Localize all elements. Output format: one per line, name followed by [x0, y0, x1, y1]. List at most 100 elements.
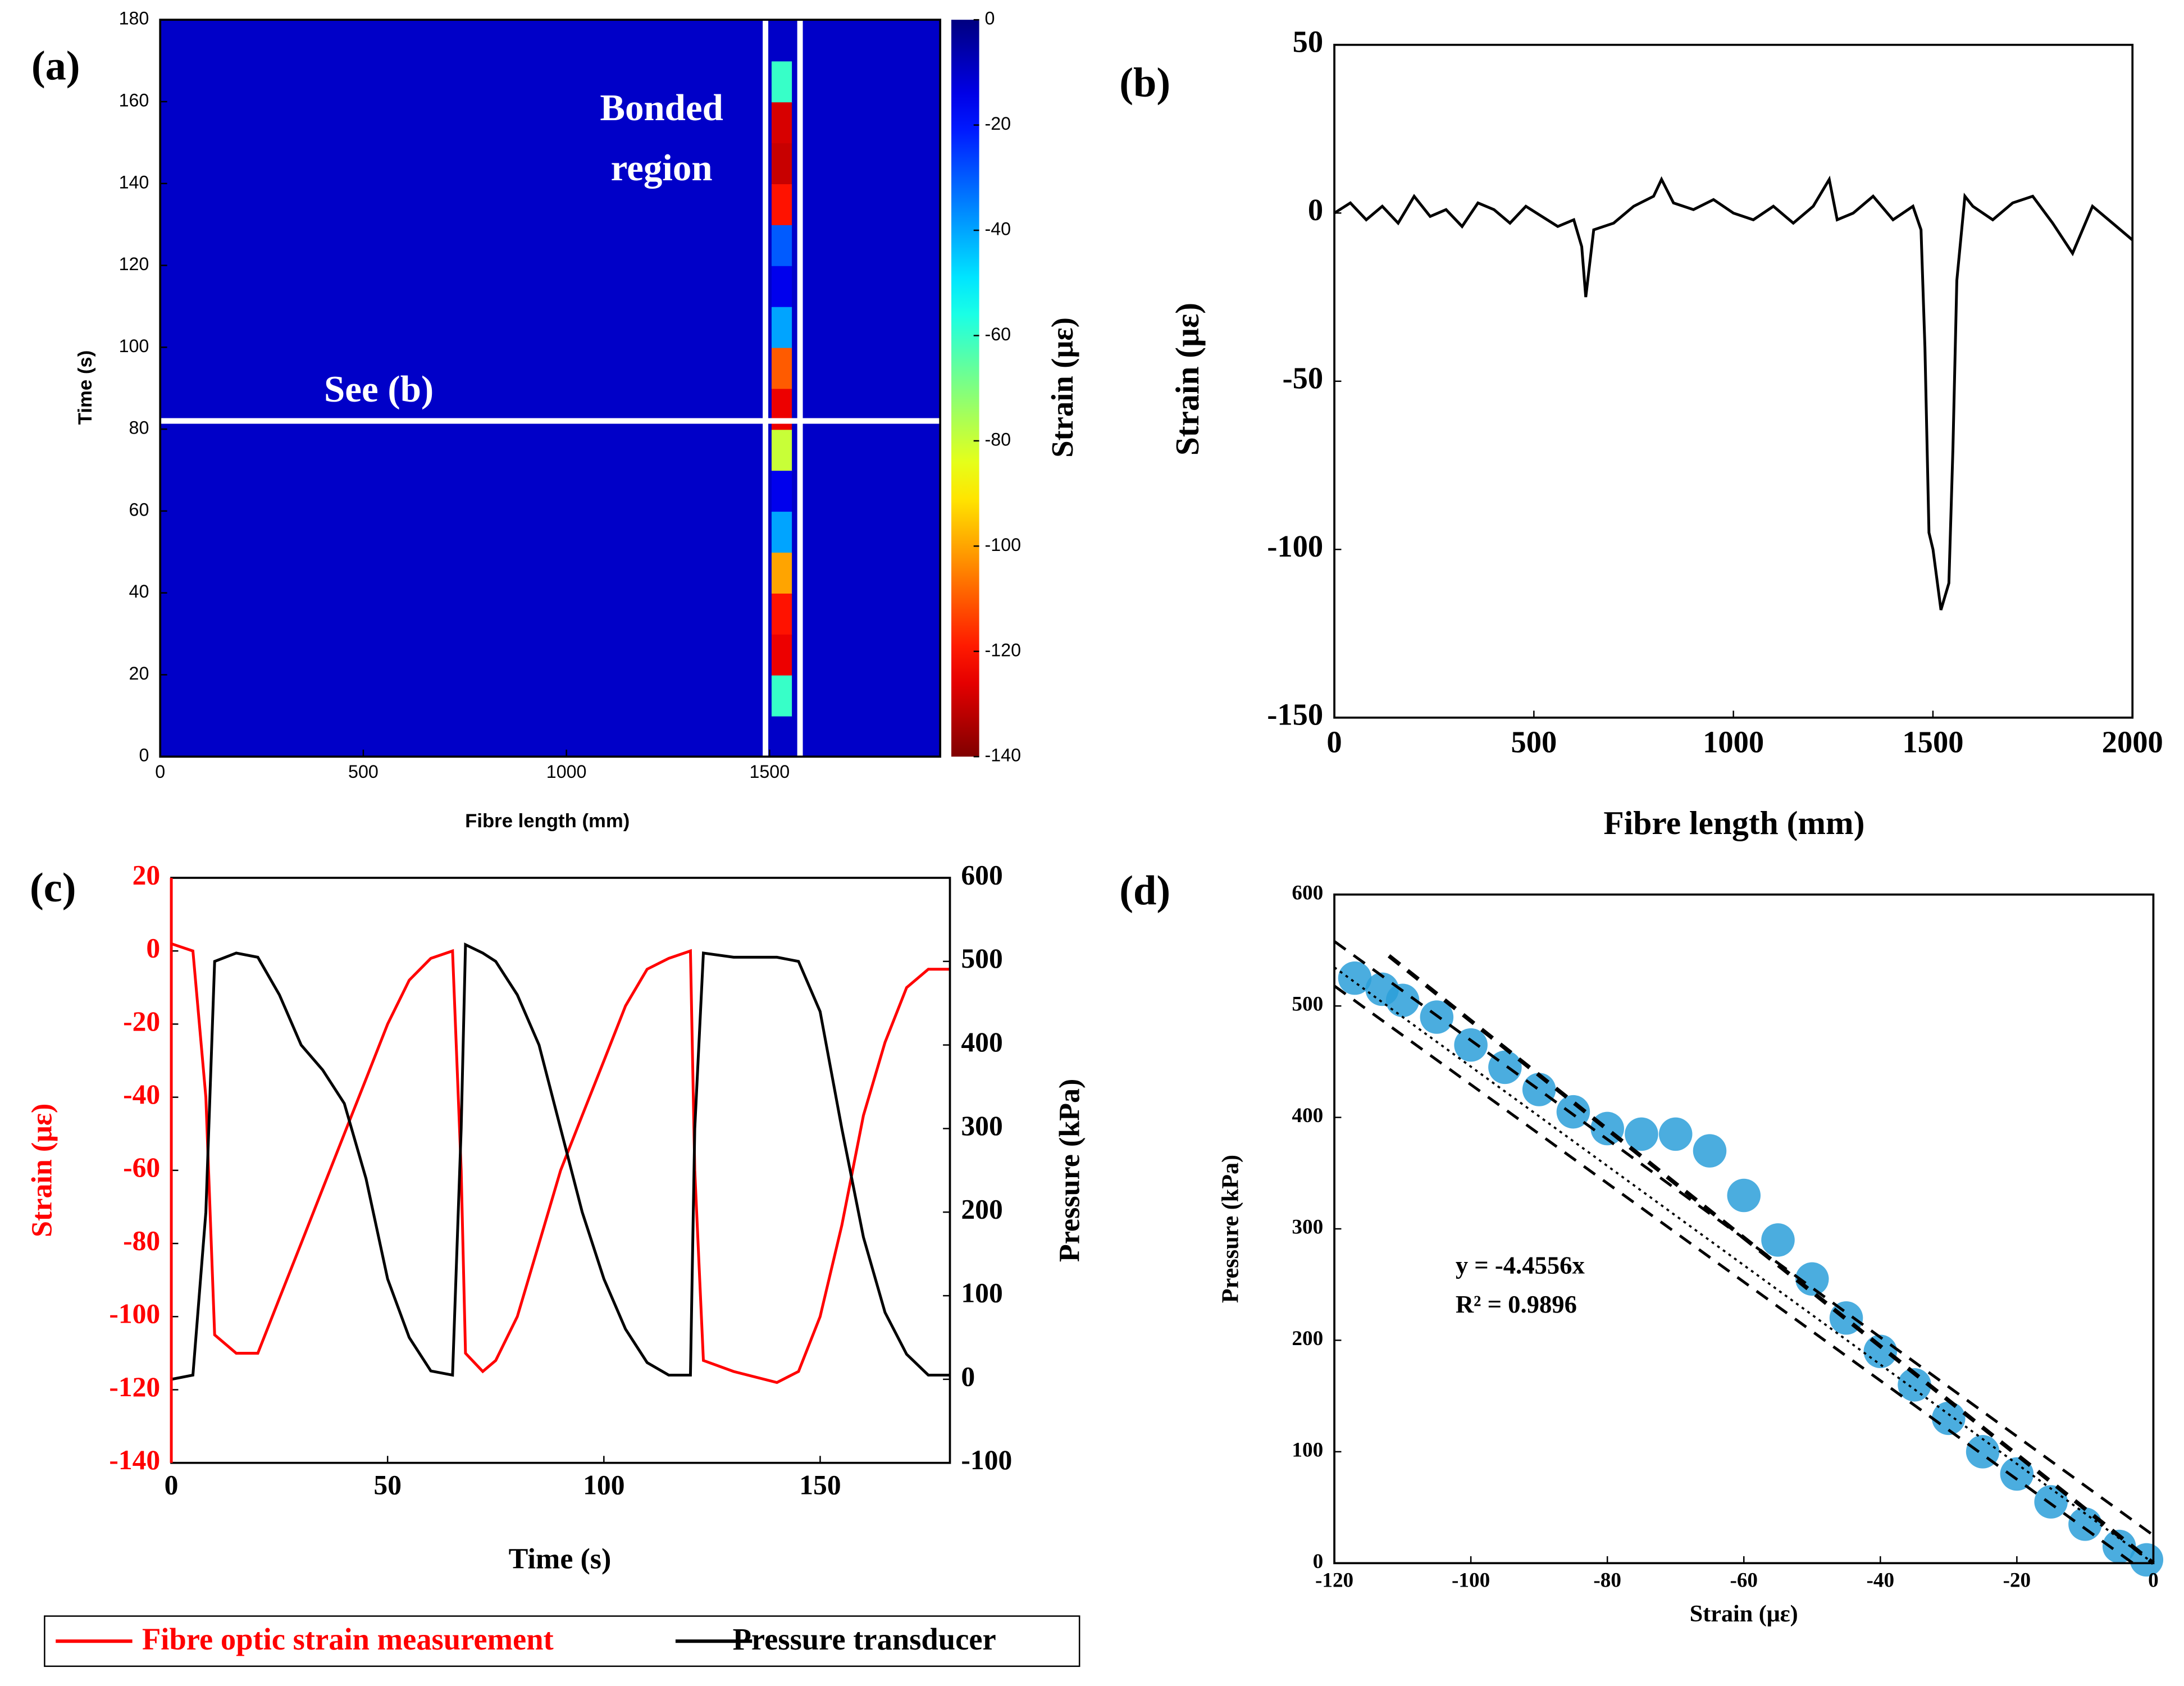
- y-tick-label: 20: [129, 663, 149, 683]
- heat-cell: [160, 224, 773, 266]
- heat-cell: [792, 20, 941, 62]
- heat-cell: [160, 429, 773, 471]
- heat-cell: [771, 634, 793, 676]
- plot-frame: [1333, 893, 2155, 1565]
- point: [1727, 1178, 1761, 1213]
- y-tick-label: 160: [119, 90, 149, 110]
- heat-cell: [792, 142, 941, 184]
- y-tick-label: -100: [1267, 529, 1323, 563]
- y2-axis-label: Pressure (kPa): [1054, 1079, 1086, 1262]
- legend-box: [44, 1615, 1080, 1667]
- y-tick-label: 120: [119, 254, 149, 274]
- y2-tick-label: 300: [961, 1110, 1002, 1141]
- point: [1898, 1368, 1931, 1402]
- x-tick-label: -120: [1315, 1569, 1353, 1592]
- panel-label: (c): [30, 865, 76, 911]
- fit-line: [1333, 966, 2154, 1564]
- x-tick-label: -80: [1593, 1569, 1621, 1592]
- point: [2000, 1457, 2034, 1491]
- colorbar-tick-label: -140: [985, 745, 1022, 765]
- y-tick-label: -80: [123, 1225, 160, 1256]
- x-axis-label: Fibre length (mm): [465, 810, 630, 832]
- heat-cell: [160, 347, 773, 389]
- point: [1863, 1334, 1898, 1369]
- y-tick-label: 40: [129, 581, 149, 602]
- y2-tick-label: -100: [961, 1445, 1012, 1475]
- x-tick-label: 1000: [546, 762, 587, 782]
- panel-label: (d): [1119, 868, 1170, 914]
- heat-cell: [792, 183, 941, 225]
- x-tick-label: -20: [2003, 1569, 2031, 1592]
- y-tick-label: 0: [139, 745, 149, 765]
- heat-cell: [160, 552, 773, 594]
- point: [1625, 1117, 1658, 1151]
- point: [1522, 1073, 1556, 1106]
- heat-cell: [160, 593, 773, 635]
- heat-cell: [771, 20, 793, 62]
- y-tick-label: -60: [123, 1152, 160, 1183]
- heat-cell: [792, 101, 941, 144]
- colorbar-tick-label: -80: [985, 429, 1011, 449]
- panel: 0 50 100 150 -140 -120 -100 -80 -60 -40 -20 0 20 -100…: [26, 859, 1086, 1667]
- annotation: region: [611, 147, 713, 189]
- heat-cell: [160, 61, 773, 103]
- y-tick-label: 0: [146, 933, 160, 964]
- colorbar-label: Strain (με): [1045, 317, 1079, 458]
- heat-cell: [792, 675, 941, 717]
- heat-cell: [771, 224, 793, 266]
- x-tick-label: -60: [1730, 1569, 1758, 1592]
- x-tick-label: 1500: [1902, 724, 1963, 759]
- colorbar-tick-label: -120: [985, 640, 1022, 660]
- y-axis-label: Time (s): [75, 350, 96, 425]
- point: [1454, 1028, 1488, 1062]
- colorbar-tick-label: -20: [985, 113, 1011, 134]
- legend-label: Fibre optic strain measurement: [142, 1622, 554, 1656]
- heat-cell: [160, 306, 773, 348]
- y2-tick-label: 400: [961, 1027, 1002, 1058]
- heat-cell: [792, 347, 941, 389]
- y2-tick-label: 100: [961, 1277, 1002, 1308]
- heat-cell: [792, 511, 941, 553]
- x-tick-label: 50: [373, 1470, 402, 1501]
- y-tick-label: 140: [119, 172, 149, 192]
- annotation: See (b): [324, 368, 434, 410]
- heat-cell: [160, 20, 773, 62]
- x-tick-label: 500: [348, 762, 379, 782]
- panel: y = -4.4556x R² = 0.9896 -120 -100 -80 -60 -40…: [1119, 868, 2164, 1627]
- x-axis-label: Time (s): [509, 1543, 612, 1575]
- x-tick-label: 100: [583, 1470, 624, 1501]
- x-tick-label: 500: [1511, 724, 1557, 759]
- point: [2102, 1529, 2136, 1564]
- y2-tick-label: 500: [961, 943, 1002, 974]
- x-tick-label: 1500: [749, 762, 790, 782]
- heat-cell: [771, 552, 793, 594]
- colorbar-tick-label: -40: [985, 219, 1011, 239]
- data-line: [171, 942, 950, 1384]
- y-tick-label: 600: [1292, 881, 1323, 904]
- heat-cell: [771, 470, 793, 512]
- y-tick-label: -120: [109, 1371, 160, 1402]
- y-tick-label: 300: [1292, 1216, 1323, 1239]
- heat-cell: [792, 470, 941, 512]
- y-tick-label: -150: [1267, 697, 1323, 731]
- r2-label: R² = 0.9896: [1456, 1290, 1577, 1318]
- x-tick-label: 1000: [1703, 724, 1764, 759]
- y-tick-label: 100: [1292, 1438, 1323, 1461]
- heat-cell: [771, 142, 793, 184]
- point: [1338, 961, 1372, 995]
- heat-cell: [160, 101, 773, 144]
- heat-cell: [771, 429, 793, 471]
- fit-label: y = -4.4556x: [1456, 1251, 1585, 1279]
- y-tick-label: 20: [133, 859, 161, 890]
- heat-cell: [160, 265, 773, 307]
- x-tick-label: 0: [155, 762, 165, 782]
- heat-cell: [792, 61, 941, 103]
- heat-cell: [160, 142, 773, 184]
- heat-cell: [771, 593, 793, 635]
- y-axis-label: Pressure (kPa): [1218, 1155, 1244, 1303]
- x-tick-label: 150: [799, 1470, 841, 1501]
- heat-cell: [792, 224, 941, 266]
- heat-cell: [771, 675, 793, 717]
- panel-label: (b): [1119, 60, 1170, 106]
